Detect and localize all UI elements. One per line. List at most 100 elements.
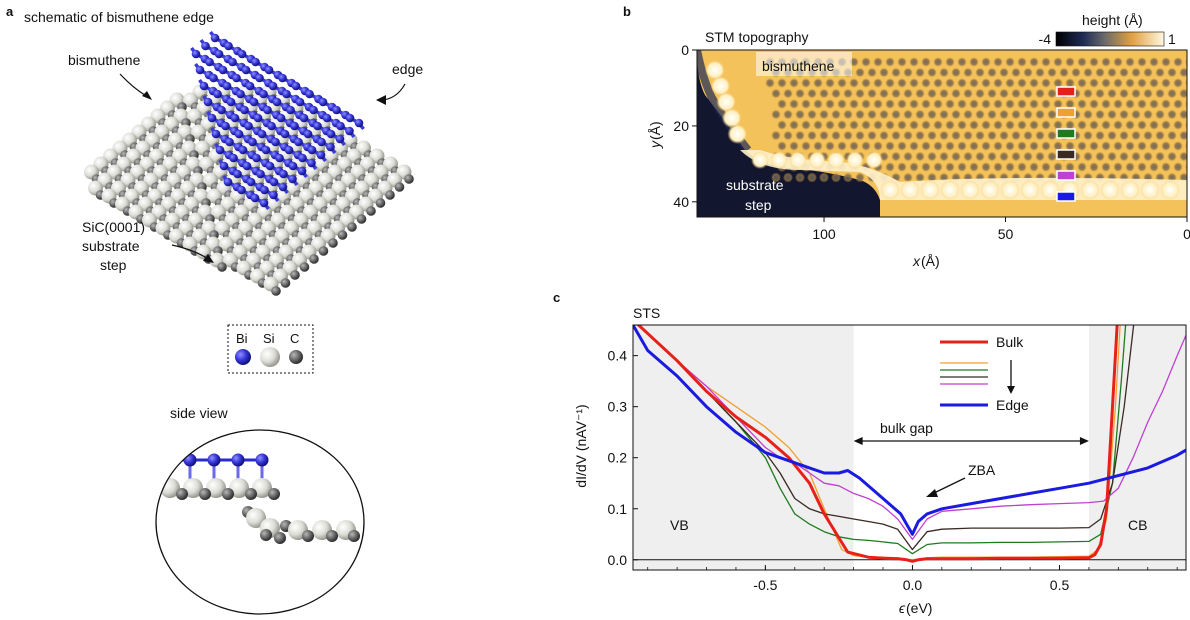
side-view-atoms [160, 453, 360, 544]
side-substrate-atom [326, 530, 338, 542]
bi-atom [195, 65, 205, 75]
bi-atom [290, 121, 299, 131]
bi-atom [253, 113, 263, 123]
bi-atom [201, 41, 210, 51]
stm-marker [1056, 191, 1076, 202]
bi-atom [211, 129, 221, 139]
bi-atom [228, 57, 237, 67]
substrate-arrowhead [203, 254, 214, 263]
legend-bulk-label: Bulk [996, 334, 1024, 350]
bi-atom [294, 137, 303, 147]
bi-atom [267, 121, 276, 131]
colorbar-label: height (Å) [1082, 12, 1143, 28]
bi-atom [233, 169, 242, 179]
side-substrate-atom [222, 488, 234, 500]
legend-si-atom [260, 347, 280, 367]
bi-atom [248, 137, 257, 147]
bi-atom [244, 121, 253, 131]
bi-atom [299, 113, 309, 123]
legend-bi-label: Bi [236, 331, 248, 346]
bi-atom [332, 105, 341, 115]
bi-atom [284, 145, 294, 155]
side-substrate-atom [199, 488, 211, 500]
panel-a-title: schematic of bismuthene edge [24, 9, 214, 25]
colorbar [1055, 31, 1165, 47]
bi-atom [298, 153, 307, 163]
colorbar-max: 1 [1168, 31, 1176, 47]
bulk-gap-label: bulk gap [880, 420, 933, 436]
edge-arrowhead [376, 95, 386, 105]
bi-atom [326, 129, 336, 139]
legend-si-label: Si [263, 331, 275, 346]
bi-atom [291, 81, 301, 91]
sts-series-line [636, 325, 1119, 563]
substrate-atom [337, 230, 348, 240]
stm-axes: 100 50 0 0 20 40 [673, 42, 1190, 242]
bi-atom [275, 153, 284, 163]
side-bi-atom [183, 453, 197, 467]
bi-atom [303, 129, 313, 139]
side-substrate-atom [252, 478, 272, 498]
bi-atom [317, 137, 326, 147]
bi-atom [238, 145, 248, 155]
side-view-ellipse [155, 429, 365, 615]
stm-ylabel-var: y [647, 140, 663, 149]
bismuthene-arrowhead [142, 91, 152, 100]
side-substrate-atom [206, 478, 226, 498]
bi-atom [255, 73, 264, 83]
stm-ytick-label: 40 [673, 194, 689, 210]
stm-ylabel-unit: (Å) [647, 121, 663, 140]
side-substrate-atom [245, 488, 257, 500]
bi-atom [261, 145, 271, 155]
sts-xtick-label: 0.5 [1050, 577, 1070, 593]
sts-axes: -0.5 0.0 0.5 0.0 0.1 0.2 0.3 0.4 [608, 324, 1187, 593]
bi-atom [256, 169, 265, 179]
bi-atom [246, 177, 256, 187]
stm-xlabel-var: x [912, 253, 921, 269]
panel-b: b STM topography bismuthene substrate st… [623, 4, 1190, 269]
legend-c-label: C [290, 331, 299, 346]
sts-xlabel-unit: (eV) [906, 600, 932, 616]
bi-atom [313, 121, 322, 131]
bi-atom [223, 177, 233, 187]
bi-atom [222, 81, 232, 91]
bi-atom [205, 57, 214, 67]
stm-substrate-label-line2: step [745, 197, 772, 213]
substrate-atom [385, 190, 395, 200]
sts-series [633, 325, 1186, 563]
bi-atom [213, 89, 222, 99]
bi-atom [229, 153, 238, 163]
stm-marker [1056, 86, 1076, 97]
bi-atom [234, 129, 244, 139]
sts-ytick-label: 0.2 [608, 450, 628, 466]
sts-series-line [637, 325, 1135, 551]
bi-atom [225, 137, 234, 147]
panel-a-letter: a [6, 4, 14, 19]
side-view-label: side view [170, 405, 228, 421]
panel-b-letter: b [623, 4, 631, 19]
stm-xtick-label: 50 [998, 226, 1014, 242]
substrate-atom [280, 278, 291, 288]
vb-shading [633, 325, 854, 570]
side-substrate-atom [274, 532, 286, 544]
sts-xlabel-var: ϵ [899, 600, 906, 616]
bi-atom [316, 150, 326, 160]
side-bi-atom [207, 453, 221, 467]
bi-atom [278, 73, 287, 83]
bi-atom [276, 113, 286, 123]
bi-atom [318, 97, 328, 107]
bi-atom [280, 129, 290, 139]
bi-atom [307, 158, 316, 168]
stm-marker [1056, 149, 1076, 160]
stm-marker [1056, 107, 1076, 118]
bi-atom [249, 97, 259, 107]
sts-series-line [633, 325, 1186, 536]
stm-bismuthene-label: bismuthene [762, 58, 835, 74]
sts-series-line [637, 325, 1186, 541]
bi-atom [199, 81, 209, 91]
bi-atom [230, 113, 240, 123]
bi-atom [218, 65, 228, 75]
substrate-atom [328, 238, 338, 248]
bulk-gap-arrow [853, 437, 1089, 445]
